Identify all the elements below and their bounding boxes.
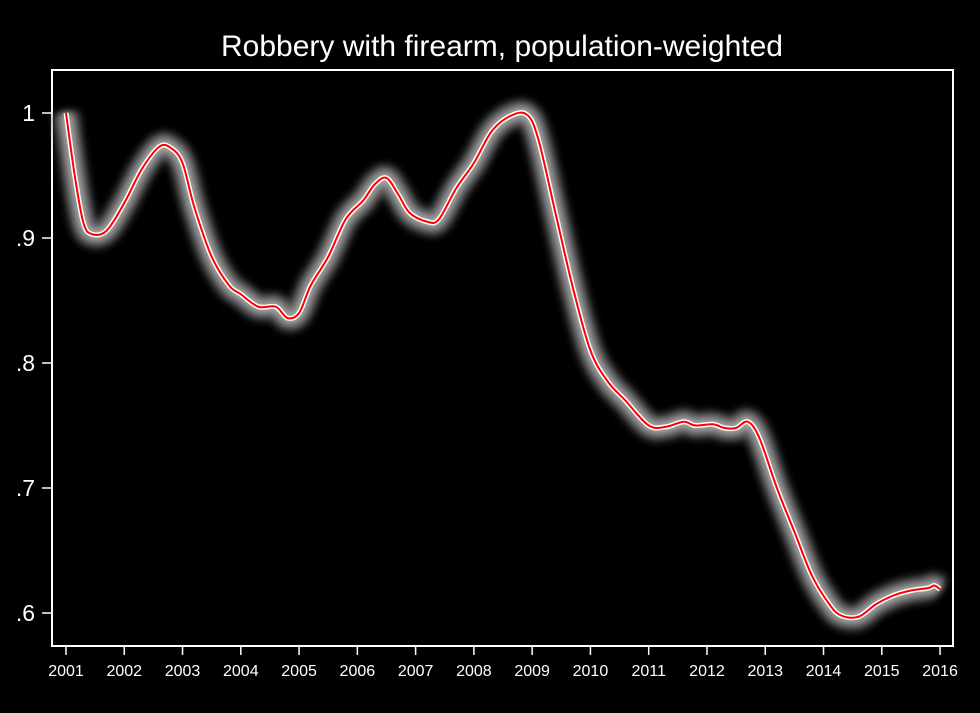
x-tick-label: 2006	[340, 663, 376, 680]
x-tick-label: 2001	[48, 663, 84, 680]
y-tick-label: .9	[16, 225, 35, 251]
x-tick-label: 2014	[806, 663, 842, 680]
x-tick-label: 2005	[281, 663, 317, 680]
y-tick-label: .6	[16, 600, 35, 626]
band-outer	[53, 99, 948, 631]
x-tick-label: 2009	[514, 663, 550, 680]
plot-frame	[51, 69, 954, 647]
x-axis: 2001 2002 2003 2004 2005 2006 2007 2008 2009 2010…	[48, 646, 958, 680]
y-axis: 1 .9 .8 .7 .6	[16, 100, 52, 626]
x-tick-label: 2016	[922, 663, 958, 680]
x-tick-label: 2015	[864, 663, 900, 680]
x-tick-label: 2013	[747, 663, 783, 680]
x-tick-label: 2011	[631, 663, 666, 680]
x-tick-label: 2003	[165, 663, 201, 680]
x-tick-label: 2008	[456, 663, 492, 680]
series-path	[65, 111, 941, 619]
x-tick-label: 2007	[398, 663, 434, 680]
confidence-band	[53, 99, 948, 631]
y-tick-label: 1	[22, 100, 35, 126]
series-line	[65, 111, 941, 619]
y-tick-label: .8	[16, 350, 35, 376]
chart-title: Robbery with firearm, population-weighte…	[221, 30, 783, 63]
x-tick-label: 2010	[573, 663, 609, 680]
x-tick-label: 2002	[106, 663, 142, 680]
x-tick-label: 2004	[223, 663, 259, 680]
y-tick-label: .7	[16, 475, 35, 501]
x-tick-label: 2012	[689, 663, 725, 680]
